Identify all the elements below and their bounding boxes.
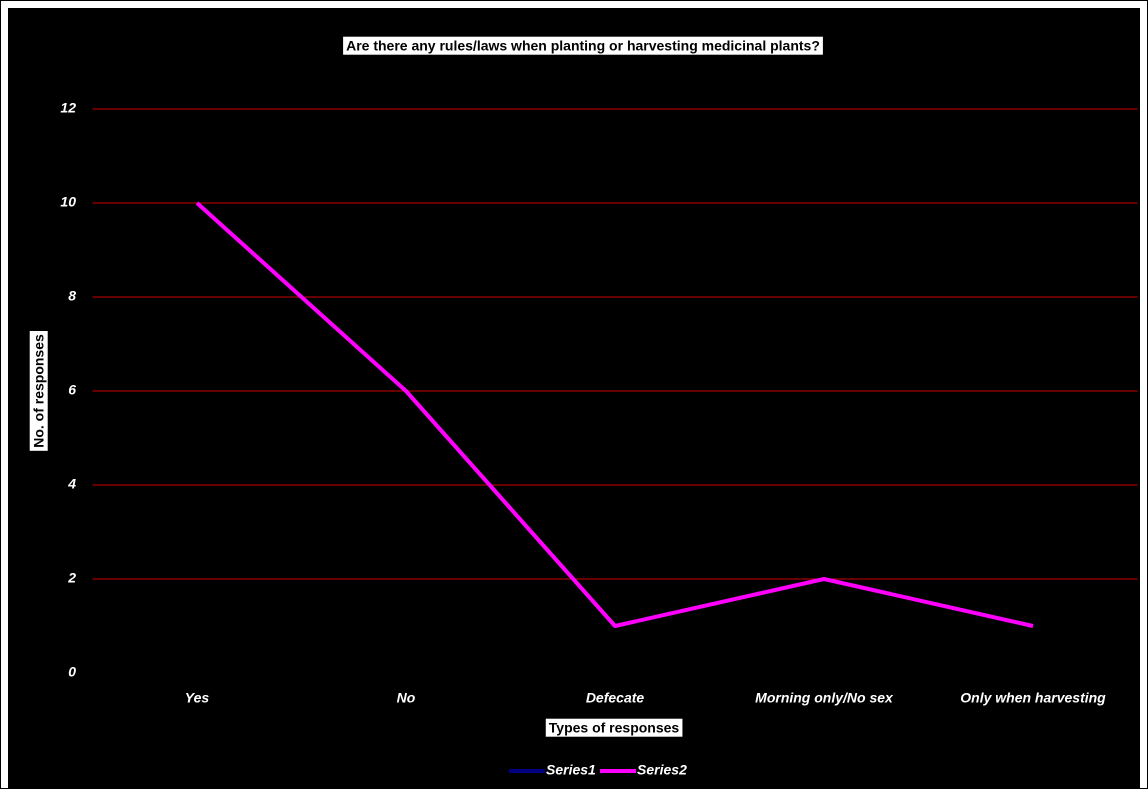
- y-tick-label: 6: [68, 382, 76, 398]
- y-tick-label: 8: [68, 288, 76, 304]
- chart-title: Are there any rules/laws when planting o…: [346, 38, 820, 54]
- legend: Series1 Series2: [509, 762, 687, 778]
- y-tick-label: 10: [60, 194, 76, 210]
- y-label-box: [29, 331, 48, 451]
- y-tick-label: 4: [67, 476, 76, 492]
- y-label-group: No. of responses: [29, 331, 48, 451]
- x-axis-label: Types of responses: [549, 720, 680, 736]
- series-line: [195, 201, 1034, 628]
- y-tick-label: 2: [67, 570, 76, 586]
- x-tick-label: No: [397, 690, 416, 706]
- x-tick-label: Morning only/No sex: [755, 690, 894, 706]
- legend-label: Series2: [637, 762, 687, 778]
- title-group: Are there any rules/laws when planting o…: [343, 36, 823, 55]
- y-tick-label: 0: [68, 664, 76, 680]
- chart-area: [8, 8, 1140, 789]
- x-label-group: Types of responses: [545, 718, 683, 737]
- legend-label: Series1: [546, 762, 596, 778]
- x-label-box: [545, 718, 683, 737]
- x-tick-label: Defecate: [586, 690, 645, 706]
- x-tick-label: Only when harvesting: [960, 690, 1106, 706]
- x-tick-label: Yes: [185, 690, 210, 706]
- y-tick-label: 12: [60, 100, 76, 116]
- y-axis-label: No. of responses: [31, 334, 47, 448]
- title-box: [343, 36, 823, 55]
